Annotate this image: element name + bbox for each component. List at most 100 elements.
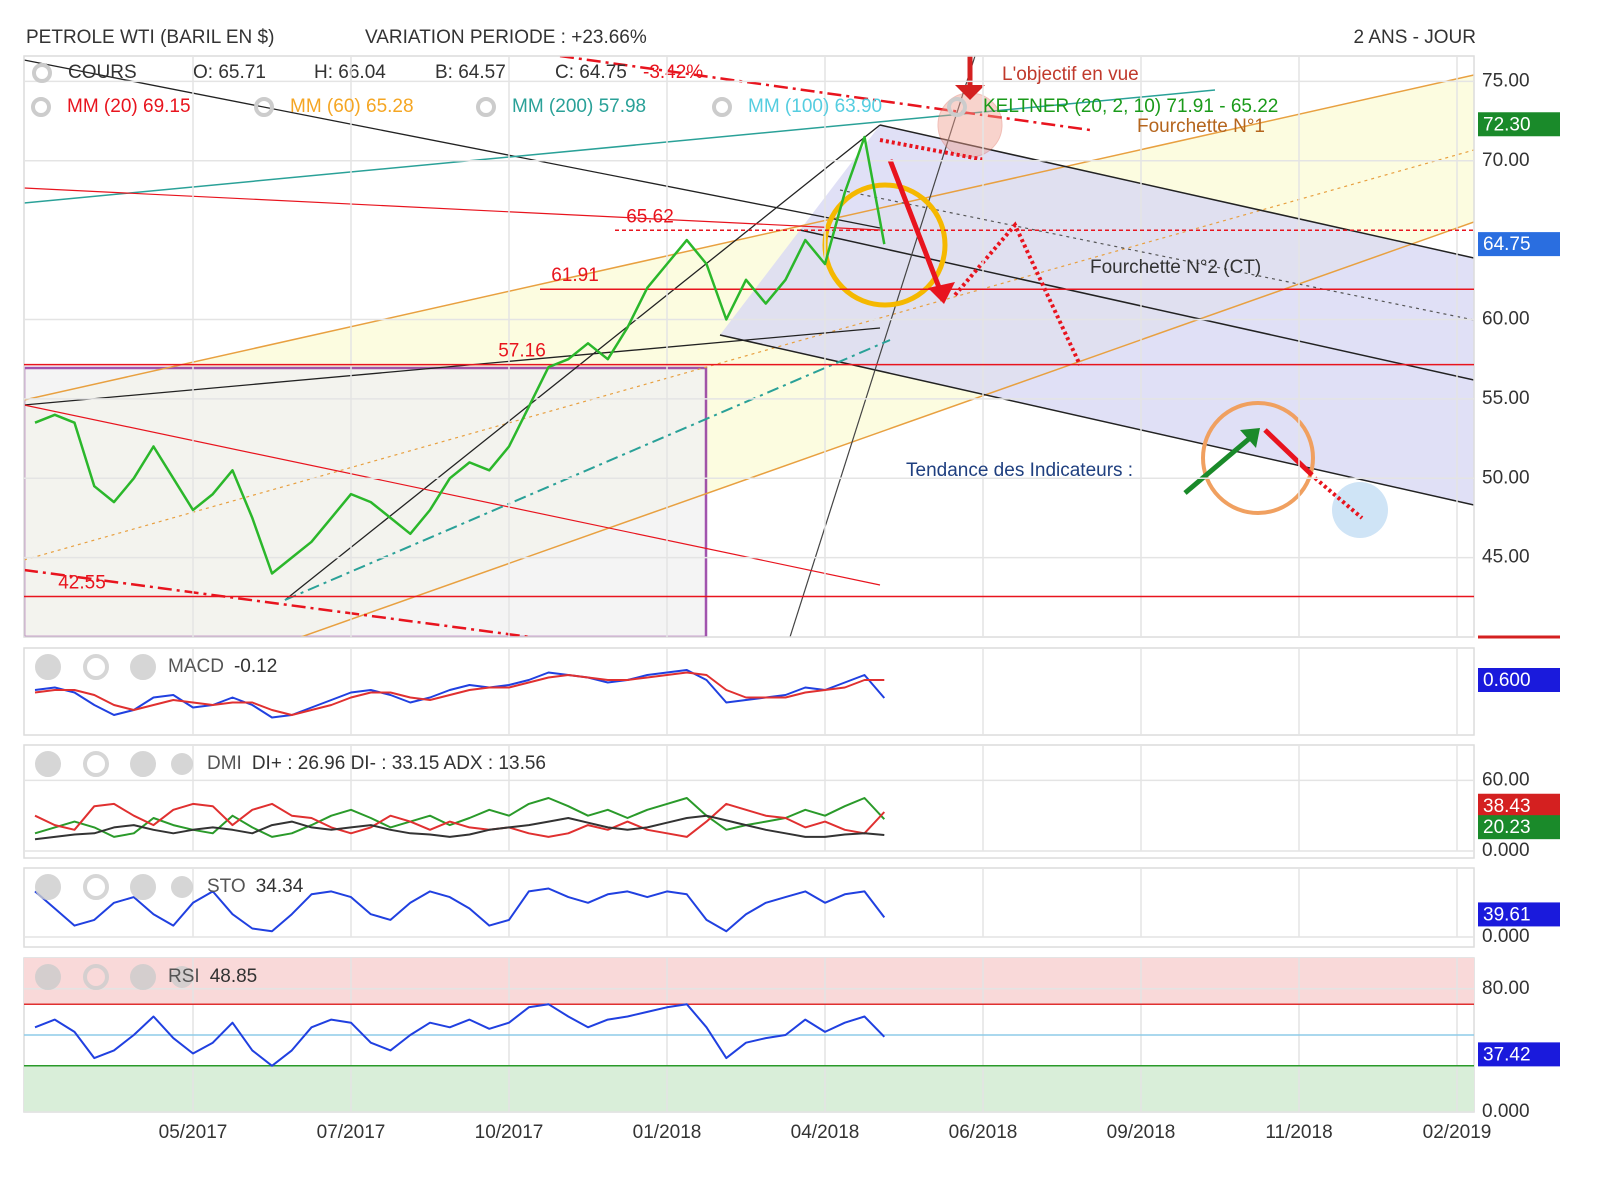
series-line: [34, 802, 886, 838]
x-tick-label: 06/2018: [949, 1122, 1018, 1143]
value-badge: [1478, 668, 1560, 692]
trend-line: [284, 339, 891, 601]
target-circle: [1332, 482, 1388, 538]
annotation: L'objectif en vue: [1002, 64, 1139, 85]
y-tick-label: 75.00: [1482, 70, 1530, 91]
panel-value: -0.12: [234, 656, 277, 677]
x-tick-label: 09/2018: [1107, 1122, 1176, 1143]
value-badge-label: 72.30: [1483, 114, 1531, 135]
panel-icon: [35, 964, 61, 990]
trend-line: [24, 327, 881, 406]
panel-label: STO: [207, 876, 246, 897]
value-badge: [1478, 1042, 1560, 1067]
value-badge: [1478, 815, 1560, 840]
period: 2 ANS - JOUR: [1354, 27, 1476, 48]
panel-label: RSI: [168, 966, 200, 987]
series-line: [34, 671, 885, 716]
x-tick-label: 11/2018: [1265, 1122, 1332, 1143]
panel-icon: [35, 751, 61, 777]
x-tick-label: 07/2017: [317, 1122, 386, 1143]
series-line: [34, 814, 885, 841]
y-tick-label: 45.00: [1482, 547, 1530, 568]
panel-icon: [83, 874, 109, 900]
value-badge-label: 64.75: [1483, 234, 1531, 255]
sto-frame: [23, 867, 1475, 948]
fork-line: [24, 74, 1474, 401]
panel-icon: [83, 964, 109, 990]
main-decorations: [24, 56, 1474, 637]
panel-icon: [130, 874, 156, 900]
dotted-arrow: [953, 221, 1082, 366]
y-tick-label: 55.00: [1482, 388, 1530, 409]
panel-value: 34.34: [256, 876, 304, 897]
indicator-icon: [32, 63, 52, 83]
series-line: [34, 1003, 886, 1067]
panel-icon: [130, 751, 156, 777]
trend-line: [24, 187, 881, 231]
panel-icon: [35, 654, 61, 680]
panel-label: MACD: [168, 656, 224, 677]
value-badge-label: 0.600: [1483, 670, 1531, 691]
channel-line: [799, 229, 1474, 381]
panel-value: DI+ : 26.96 DI- : 33.15 ADX : 13.56: [252, 753, 546, 774]
y-tick-label: 0.000: [1482, 1101, 1530, 1122]
indicator-label: KELTNER (20, 2, 10) 71.91 - 65.22: [983, 96, 1278, 117]
indicator-label: MM (20) 69.15: [67, 96, 191, 117]
ohlc: O: 65.71: [193, 62, 266, 83]
change: -3.42%: [643, 62, 703, 83]
arrow-head: [955, 85, 985, 100]
annotation: Fourchette N°2 (CT): [1090, 257, 1261, 278]
series-line: [34, 135, 886, 575]
panel-icon: [171, 966, 193, 988]
series-line: [34, 797, 886, 838]
x-tick-label: 10/2017: [475, 1122, 544, 1143]
level-label: 57.16: [498, 341, 546, 362]
indicator-label: MM (200) 57.98: [512, 96, 646, 117]
arrow: [1183, 436, 1252, 495]
trend-line: [24, 568, 531, 637]
y-tick-label: 60.00: [1482, 309, 1530, 330]
indicator-icon: [712, 97, 732, 117]
panel-label: DMI: [207, 753, 242, 774]
indicator-label: MM (100) 63.90: [748, 96, 882, 117]
y-tick-label: 50.00: [1482, 467, 1530, 488]
trend-line: [559, 56, 1091, 132]
value-badge: [1478, 112, 1560, 137]
annotation: Fourchette N°1: [1137, 116, 1265, 137]
chart-title: PETROLE WTI (BARIL EN $): [26, 27, 274, 48]
legend-label: COURS: [68, 62, 137, 83]
channel-line: [719, 334, 1474, 506]
macd-frame: [23, 647, 1475, 736]
dmi-frame: [23, 744, 1475, 859]
arrow: [1263, 428, 1314, 477]
range-box: [24, 366, 708, 637]
indicator-circle: [1201, 401, 1315, 515]
variation: VARIATION PERIODE : +23.66%: [365, 27, 647, 48]
overbought-zone: [24, 958, 1474, 1005]
value-badge-label: 38.43: [1483, 796, 1531, 817]
y-tick-label: 60.00: [1482, 769, 1530, 790]
value-badge: [1478, 232, 1560, 257]
arrow-head: [928, 282, 955, 304]
series-line: [34, 887, 886, 933]
indicator-icon: [476, 97, 496, 117]
x-tick-label: 01/2018: [633, 1122, 702, 1143]
indicator-label: MM (60) 65.28: [290, 96, 414, 117]
channel-median: [839, 189, 1474, 321]
x-tick-label: 04/2018: [791, 1122, 860, 1143]
trend-line: [24, 404, 881, 586]
level-label: 42.55: [58, 573, 106, 594]
y-tick-label: 70.00: [1482, 150, 1530, 171]
ohlc: B: 64.57: [435, 62, 506, 83]
arrow-head: [1240, 428, 1260, 448]
series-line: [34, 669, 886, 719]
trend-line: [284, 124, 881, 601]
value-badge: [1478, 793, 1560, 818]
y-tick-label: 0.000: [1482, 926, 1530, 947]
value-badge-label: 39.61: [1483, 904, 1531, 925]
value-badge-label: 20.23: [1483, 817, 1531, 838]
panel-value: 48.85: [210, 966, 258, 987]
ohlc: H: 66.04: [314, 62, 386, 83]
panel-icon: [130, 964, 156, 990]
